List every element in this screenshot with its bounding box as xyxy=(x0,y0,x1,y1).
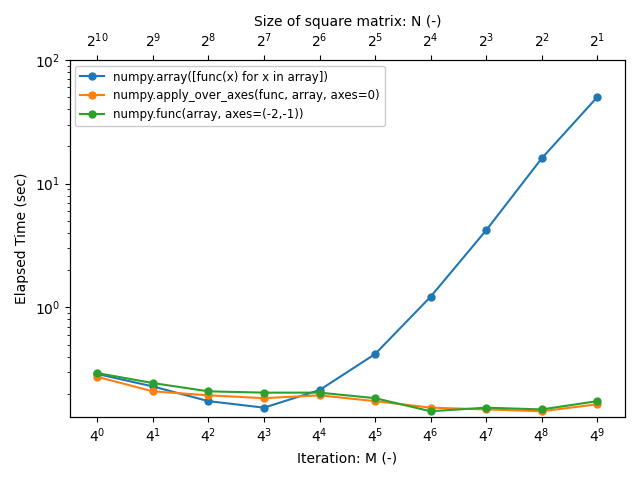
X-axis label: Iteration: M (-): Iteration: M (-) xyxy=(297,451,397,465)
numpy.array([func(x) for x in array]) xyxy=(538,156,545,161)
numpy.apply_over_axes(func, array, axes=0) xyxy=(93,374,101,380)
numpy.array([func(x) for x in array]) xyxy=(260,405,268,410)
numpy.array([func(x) for x in array]) xyxy=(371,351,379,357)
numpy.apply_over_axes(func, array, axes=0) xyxy=(260,395,268,401)
Line: numpy.func(array, axes=(-2,-1)): numpy.func(array, axes=(-2,-1)) xyxy=(94,370,601,415)
numpy.array([func(x) for x in array]) xyxy=(93,371,101,377)
numpy.apply_over_axes(func, array, axes=0) xyxy=(316,393,323,398)
numpy.apply_over_axes(func, array, axes=0) xyxy=(205,393,212,398)
numpy.func(array, axes=(-2,-1)) xyxy=(149,380,157,386)
numpy.func(array, axes=(-2,-1)) xyxy=(260,390,268,396)
numpy.array([func(x) for x in array]) xyxy=(205,398,212,404)
numpy.func(array, axes=(-2,-1)) xyxy=(538,407,545,412)
X-axis label: Size of square matrix: N (-): Size of square matrix: N (-) xyxy=(253,15,441,29)
numpy.func(array, axes=(-2,-1)) xyxy=(93,370,101,376)
numpy.func(array, axes=(-2,-1)) xyxy=(483,405,490,410)
numpy.apply_over_axes(func, array, axes=0) xyxy=(427,405,435,410)
numpy.func(array, axes=(-2,-1)) xyxy=(205,388,212,394)
numpy.apply_over_axes(func, array, axes=0) xyxy=(593,401,601,407)
numpy.apply_over_axes(func, array, axes=0) xyxy=(538,408,545,414)
numpy.apply_over_axes(func, array, axes=0) xyxy=(483,407,490,412)
numpy.func(array, axes=(-2,-1)) xyxy=(371,395,379,401)
numpy.array([func(x) for x in array]) xyxy=(427,294,435,300)
numpy.apply_over_axes(func, array, axes=0) xyxy=(149,388,157,394)
numpy.array([func(x) for x in array]) xyxy=(593,94,601,100)
numpy.array([func(x) for x in array]) xyxy=(316,387,323,393)
numpy.array([func(x) for x in array]) xyxy=(149,384,157,389)
numpy.func(array, axes=(-2,-1)) xyxy=(427,408,435,414)
Y-axis label: Elapsed Time (sec): Elapsed Time (sec) xyxy=(15,173,29,304)
Legend: numpy.array([func(x) for x in array]), numpy.apply_over_axes(func, array, axes=0: numpy.array([func(x) for x in array]), n… xyxy=(76,66,385,126)
Line: numpy.apply_over_axes(func, array, axes=0): numpy.apply_over_axes(func, array, axes=… xyxy=(94,373,601,415)
numpy.apply_over_axes(func, array, axes=0) xyxy=(371,398,379,404)
numpy.func(array, axes=(-2,-1)) xyxy=(316,390,323,396)
numpy.func(array, axes=(-2,-1)) xyxy=(593,398,601,404)
numpy.array([func(x) for x in array]) xyxy=(483,228,490,233)
Line: numpy.array([func(x) for x in array]): numpy.array([func(x) for x in array]) xyxy=(94,94,601,411)
